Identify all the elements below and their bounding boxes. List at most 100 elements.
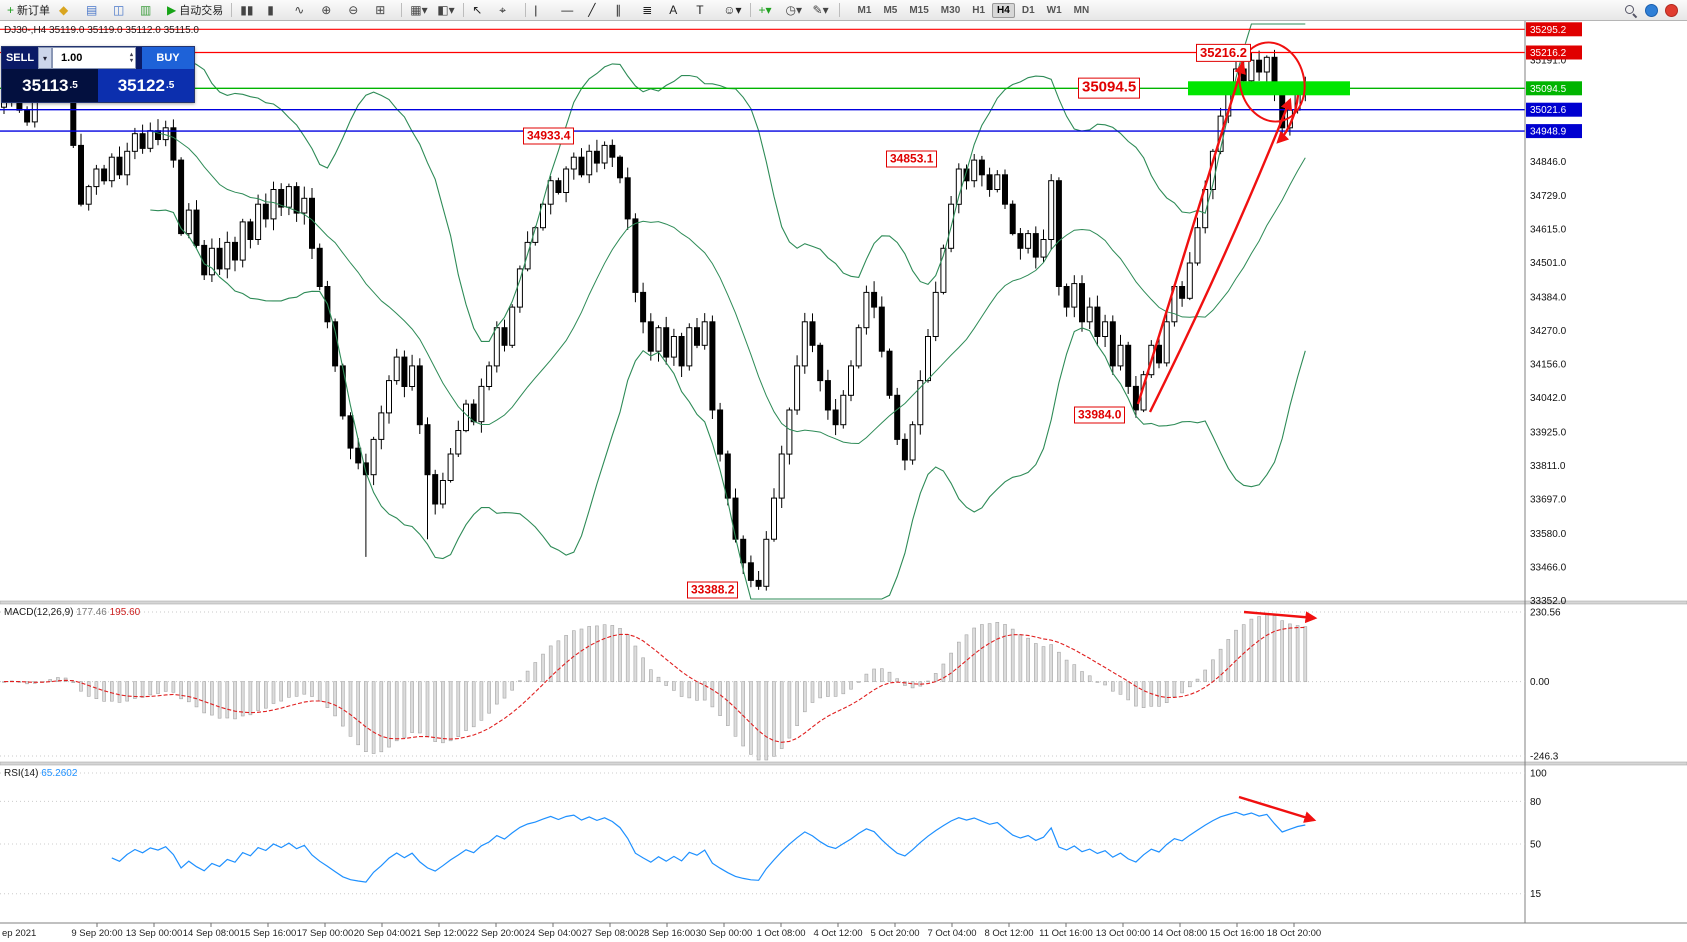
label-icon[interactable]: T — [692, 0, 718, 20]
price-annotation-tag[interactable]: 33984.0 — [1074, 406, 1126, 424]
svg-text:34846.0: 34846.0 — [1530, 157, 1567, 168]
candlestick-chart-icon[interactable]: ▮ — [263, 0, 289, 20]
timeframe-h1-button[interactable]: H1 — [972, 4, 986, 16]
toolbar-separator — [749, 3, 751, 17]
price-annotation-tag[interactable]: 34853.1 — [886, 150, 938, 168]
reversal-arrow[interactable] — [1276, 94, 1300, 144]
volume-dropdown[interactable]: ▾ — [38, 47, 52, 69]
macd-signal-line — [3, 626, 1306, 743]
timeframe-w1-button[interactable]: W1 — [1046, 4, 1062, 16]
volume-down-arrow[interactable]: ▾ — [129, 58, 133, 64]
svg-text:24 Sep 04:00: 24 Sep 04:00 — [525, 928, 582, 939]
price-annotation-tag[interactable]: 35094.5 — [1078, 77, 1141, 99]
zoom-out-icon[interactable]: ⊖ — [344, 0, 370, 20]
auto-trading-button[interactable]: ▶ 自动交易 — [163, 0, 227, 20]
timeframe-h4-button[interactable]: H4 — [992, 2, 1015, 18]
svg-text:34948.9: 34948.9 — [1530, 127, 1567, 138]
svg-text:4 Oct 12:00: 4 Oct 12:00 — [813, 928, 862, 939]
text-icon[interactable]: A — [665, 0, 691, 20]
sell-button[interactable]: SELL — [2, 47, 38, 69]
text-icon-glyph: A — [669, 3, 678, 17]
svg-text:230.56: 230.56 — [1530, 608, 1561, 619]
horizontal-line-icon-glyph: — — [561, 3, 574, 17]
search-icon[interactable] — [1623, 3, 1638, 18]
new-chart-icon[interactable]: ▦▾ — [406, 0, 432, 20]
timeframe-d1-button[interactable]: D1 — [1021, 4, 1035, 16]
trendline-icon[interactable]: ╱ — [584, 0, 610, 20]
svg-text:35295.2: 35295.2 — [1530, 25, 1567, 36]
sell-price[interactable]: 35113.5 — [2, 69, 98, 102]
chevron-down-icon: ▾ — [42, 53, 47, 63]
vertical-line-icon-glyph: | — [534, 3, 538, 17]
svg-text:27 Sep 08:00: 27 Sep 08:00 — [582, 928, 639, 939]
new-order-button[interactable]: + 新订单 — [3, 0, 54, 20]
metaeditor-icon-glyph: ◆ — [59, 3, 69, 17]
market-watch-icon[interactable]: ▤ — [82, 0, 108, 20]
axis-price-box — [1526, 22, 1582, 37]
tile-windows-icon-glyph: ⊞ — [375, 3, 386, 17]
periods-icon[interactable]: ◷▾ — [782, 0, 808, 20]
navigator-icon-glyph: ▥ — [140, 3, 152, 17]
rally-arrow-2[interactable] — [1148, 97, 1293, 413]
template-icon-glyph: ✎▾ — [812, 3, 829, 17]
buy-button[interactable]: BUY — [142, 47, 194, 69]
data-window-icon[interactable]: ◫ — [109, 0, 135, 20]
buy-price-frac: .5 — [165, 79, 175, 91]
timeframe-m5-button[interactable]: M5 — [883, 4, 898, 16]
volume-up-arrow[interactable]: ▴ — [129, 52, 133, 58]
macd-histogram — [2, 613, 1308, 761]
svg-text:5 Oct 20:00: 5 Oct 20:00 — [870, 928, 919, 939]
navigator-icon[interactable]: ▥ — [136, 0, 162, 20]
line-chart-icon-glyph: ∿ — [294, 3, 305, 17]
zoom-in-icon-glyph: ⊕ — [321, 3, 332, 17]
main-macd-separator[interactable] — [0, 600, 1687, 605]
line-chart-icon[interactable]: ∿ — [290, 0, 316, 20]
trade-panel-divider — [136, 47, 142, 69]
profiles-icon[interactable]: ◧▾ — [433, 0, 459, 20]
svg-text:15: 15 — [1530, 889, 1542, 900]
tile-windows-icon[interactable]: ⊞ — [371, 0, 397, 20]
time-axis-labels: ep 2021 9 Sep 20:00 13 Sep 00:00 14 Sep 08:… — [2, 923, 1321, 939]
template-icon[interactable]: ✎▾ — [809, 0, 835, 20]
horizontal-line-icon[interactable]: — — [557, 0, 583, 20]
macd-trend-arrow[interactable] — [1243, 610, 1318, 624]
svg-text:8 Oct 12:00: 8 Oct 12:00 — [984, 928, 1033, 939]
crosshair-icon-glyph: ⌖ — [499, 3, 507, 17]
macd-rsi-separator[interactable] — [0, 761, 1687, 766]
indicators-icon[interactable]: +▾ — [755, 0, 781, 20]
toolbar: + 新订单 ◆ ▤ ◫ ▥ ▶ 自动交易 ▮▮ ▮ ∿ ⊕ ⊖ ⊞ ▦▾ ◧▾ ↖ ⌖ | — ╱ ∥ ≣ A T ☺▾ +▾ ◷▾ ✎… — [0, 0, 1687, 21]
macd-indicator-label: MACD(12,26,9) 177.46 195.60 — [4, 607, 140, 618]
timeframe-m30-button[interactable]: M30 — [940, 4, 961, 16]
reversal-ellipse[interactable] — [1231, 35, 1314, 129]
timeframe-m15-button[interactable]: M15 — [909, 4, 929, 16]
cursor-icon[interactable]: ↖ — [468, 0, 494, 20]
volume-input[interactable]: 1.00 ▴ ▾ — [52, 47, 136, 69]
channel-icon[interactable]: ∥ — [611, 0, 637, 20]
fibonacci-icon[interactable]: ≣ — [638, 0, 664, 20]
vertical-line-icon[interactable]: | — [530, 0, 556, 20]
metaeditor-icon[interactable]: ◆ — [55, 0, 81, 20]
axis-price-box — [1526, 124, 1582, 139]
shapes-icon[interactable]: ☺▾ — [719, 0, 745, 20]
rsi-value: 65.2602 — [41, 768, 78, 779]
price-annotation-tag[interactable]: 33388.2 — [687, 581, 739, 599]
price-annotation-tag[interactable]: 35216.2 — [1196, 43, 1251, 62]
trend-annotations[interactable] — [1136, 35, 1318, 823]
buy-price[interactable]: 35122.5 — [98, 69, 194, 102]
symbol-period-label: DJ30-,H4 — [4, 25, 47, 36]
community-icon[interactable] — [1645, 3, 1658, 17]
profile-icon[interactable] — [1665, 3, 1678, 17]
svg-text:34729.0: 34729.0 — [1530, 191, 1567, 202]
market-watch-icon-glyph: ▤ — [86, 3, 98, 17]
crosshair-icon[interactable]: ⌖ — [495, 0, 521, 20]
zoom-in-icon[interactable]: ⊕ — [317, 0, 343, 20]
timeframe-mn-button[interactable]: MN — [1073, 4, 1090, 16]
macd-name: MACD(12,26,9) — [4, 607, 74, 618]
bar-chart-icon[interactable]: ▮▮ — [236, 0, 262, 20]
rally-arrow-1[interactable] — [1136, 61, 1246, 405]
timeframe-m1-button[interactable]: M1 — [857, 4, 872, 16]
price-annotation-tag[interactable]: 34933.4 — [523, 127, 575, 145]
highlight-band[interactable] — [1188, 81, 1350, 96]
rsi-trend-arrow[interactable] — [1238, 795, 1317, 823]
